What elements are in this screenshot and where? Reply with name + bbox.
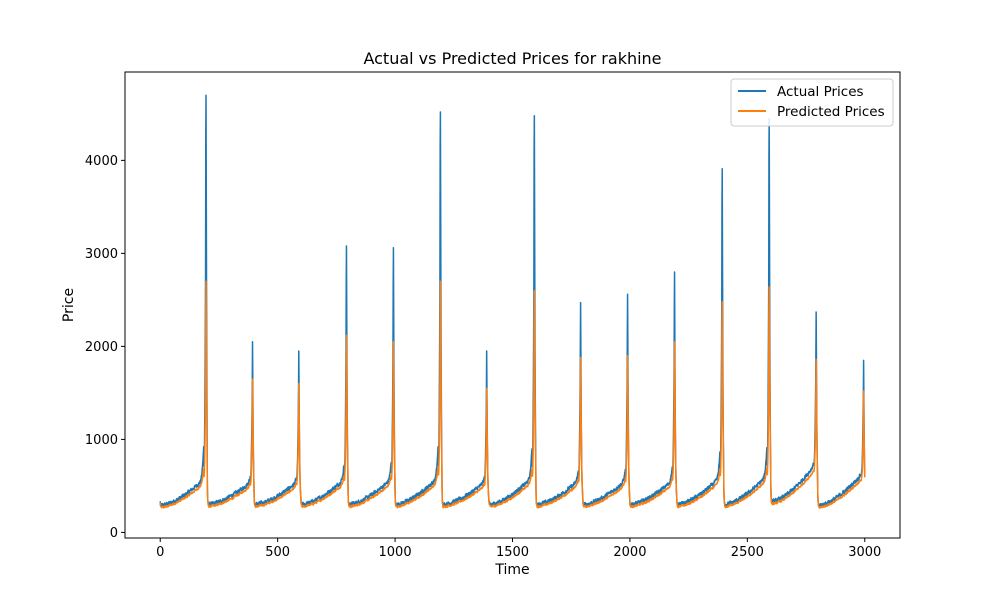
series-line-actual-prices	[159, 94, 866, 508]
x-tick-label: 500	[265, 545, 290, 560]
legend: Actual Prices Predicted Prices	[730, 78, 894, 127]
x-tick-label: 0	[156, 545, 164, 560]
y-tick-label: 0	[110, 526, 118, 541]
x-tick-label: 2000	[613, 545, 646, 560]
x-tick-label: 1000	[379, 545, 412, 560]
chart-title: Actual vs Predicted Prices for rakhine	[363, 49, 661, 68]
x-tick-label: 1500	[496, 545, 529, 560]
y-tick-label: 2000	[85, 340, 118, 355]
y-axis-label: Price	[61, 288, 77, 322]
x-tick-label: 3000	[848, 545, 881, 560]
legend-box	[730, 78, 894, 127]
x-axis-label: Time	[494, 562, 529, 578]
axis-ticks: 0 500 1000 1500 2000 2500 3000 0 1000 2000 3000 400…	[85, 154, 881, 560]
y-tick-label: 4000	[85, 154, 118, 169]
legend-label-predicted: Predicted Prices	[777, 104, 885, 120]
series-line-predicted-prices	[159, 280, 866, 509]
plot-area	[159, 94, 866, 509]
x-tick-label: 2500	[731, 545, 764, 560]
legend-label-actual: Actual Prices	[777, 84, 864, 100]
y-tick-label: 3000	[85, 247, 118, 262]
y-tick-label: 1000	[85, 433, 118, 448]
